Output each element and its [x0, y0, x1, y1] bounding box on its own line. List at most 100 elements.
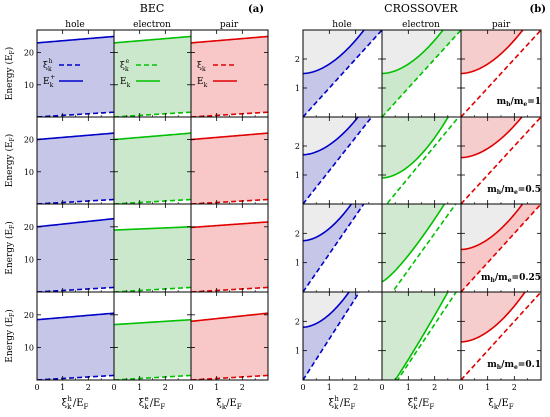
- shaded-area-pair: [461, 292, 526, 342]
- xlabel-sup: h: [334, 395, 339, 403]
- panel-b-pair-row2: [460, 203, 542, 293]
- legend-symbol: ξ: [43, 61, 48, 71]
- legend-label-hole-0: ξkh: [43, 58, 53, 73]
- panel-content: [37, 132, 114, 204]
- panel-a-pair-row1: [190, 116, 269, 205]
- gray-area-hole: [303, 204, 352, 241]
- E-curve-electron: [382, 204, 446, 283]
- x-axis-label-pair: ξk/EF: [488, 398, 513, 411]
- panel-content: [191, 312, 268, 380]
- panel-content: [114, 226, 191, 292]
- xlabel-tail: /E: [340, 398, 351, 409]
- E-curve-electron: [382, 117, 450, 179]
- col-title-hole-b: hole: [332, 20, 351, 30]
- legend-label-hole-1: Ek+: [43, 74, 55, 89]
- panel-content: [461, 292, 541, 380]
- mass-sub1: h: [491, 277, 496, 284]
- xlabel-tail: /E: [498, 398, 509, 409]
- panel-content: [303, 292, 361, 380]
- gray-area-pair: [461, 204, 523, 250]
- shaded-area-hole: [303, 292, 360, 380]
- mass-ratio-label-2: mh/me=0.25: [481, 273, 541, 284]
- mass-sub1: h: [506, 101, 511, 108]
- xlabel-sub: k: [222, 403, 227, 411]
- mass-val: =0.5: [518, 185, 541, 195]
- x-tick-label: 0: [188, 383, 193, 392]
- legend-label-pair-1: Ek: [197, 77, 208, 89]
- mass-sub2: e: [514, 189, 518, 196]
- mass-pre: m: [481, 273, 491, 283]
- E-curve-electron: [114, 226, 191, 231]
- panel-a-pair-row0: [190, 29, 269, 118]
- legend-sub: k: [48, 66, 52, 73]
- xi-curve-hole: [303, 292, 361, 380]
- E-curve-electron: [382, 30, 445, 75]
- ylabel-sub: F: [9, 50, 16, 54]
- ylabel-close: ): [4, 134, 15, 138]
- ylabel-text: Energy (E: [4, 317, 15, 363]
- y-axis-label: Energy (EF): [4, 47, 16, 100]
- xlabel-tail: /E: [226, 398, 237, 409]
- panel-b-hole-row1: [302, 116, 383, 205]
- panel-b-electron-row2: [381, 203, 462, 293]
- gray-area-hole: [303, 292, 350, 328]
- x-axis-label-hole: ξkh/EF: [329, 395, 356, 411]
- mass-val: =1: [527, 97, 541, 107]
- panel-content: [461, 204, 541, 292]
- shaded-area-hole: [37, 36, 114, 117]
- legend-sub: k: [202, 66, 206, 73]
- E-curve-hole: [303, 117, 360, 156]
- xlabel-base: ξ: [408, 398, 414, 409]
- panel-content: [37, 217, 114, 292]
- panel-content: [461, 30, 541, 117]
- x-tick-label: 2: [86, 383, 91, 392]
- panel-b-title: CROSSOVER: [384, 2, 458, 15]
- y-tick-label: 10: [24, 81, 34, 90]
- legend-symbol: E: [197, 77, 204, 87]
- shaded-area-electron: [382, 117, 449, 178]
- shaded-area-pair: [461, 117, 522, 158]
- panel-b-pair-row1: [460, 116, 542, 205]
- x-tick-label: 0: [34, 383, 39, 392]
- y-tick-label: 10: [24, 255, 34, 264]
- y-tick-label: 1: [295, 259, 300, 268]
- x-tick-label: 1: [406, 383, 411, 392]
- xlabel-sup: e: [414, 395, 418, 403]
- panel-a-pair-row3: [190, 291, 269, 381]
- xlabel-base: ξ: [329, 398, 335, 409]
- xi-curve-pair: [461, 292, 541, 380]
- xlabel-tail-sub: F: [429, 403, 434, 411]
- xi-curve-pair: [461, 117, 541, 204]
- E-curve-electron: [114, 318, 191, 326]
- col-title-hole-a: hole: [65, 20, 84, 30]
- x-axis-label-hole: ξkh/EF: [62, 395, 89, 411]
- E-curve-pair: [191, 35, 268, 44]
- xlabel-sub: k: [413, 403, 418, 411]
- ylabel-sub: F: [9, 313, 16, 317]
- ylabel-sub: F: [9, 137, 16, 141]
- x-tick-label: 2: [512, 383, 517, 392]
- legend-symbol: ξ: [197, 61, 202, 71]
- mass-sub1: h: [497, 364, 502, 371]
- panel-b-electron-row3: [381, 291, 462, 381]
- y-axis-label: Energy (EF): [4, 134, 16, 187]
- panel-content: [303, 117, 373, 204]
- y-tick-label: 1: [295, 171, 300, 180]
- xlabel-sup: e: [145, 395, 149, 403]
- xlabel-tail-sub: F: [237, 403, 242, 411]
- xlabel-tail: /E: [419, 398, 430, 409]
- xlabel-tail: /E: [73, 398, 84, 409]
- panel-content: [382, 292, 458, 380]
- panel-b-pair-row3: [460, 291, 542, 381]
- panel-content: [303, 204, 365, 292]
- E-curve-hole: [303, 30, 366, 75]
- legend-label-electron-1: Ek: [120, 77, 131, 89]
- panel-b-hole-row2: [302, 203, 383, 293]
- legend-symbol: E: [120, 77, 127, 87]
- xlabel-tail-sub: F: [84, 403, 89, 411]
- ylabel-close: ): [4, 221, 15, 225]
- E-curve-pair: [191, 132, 268, 141]
- panel-a-electron-row1: [113, 116, 192, 205]
